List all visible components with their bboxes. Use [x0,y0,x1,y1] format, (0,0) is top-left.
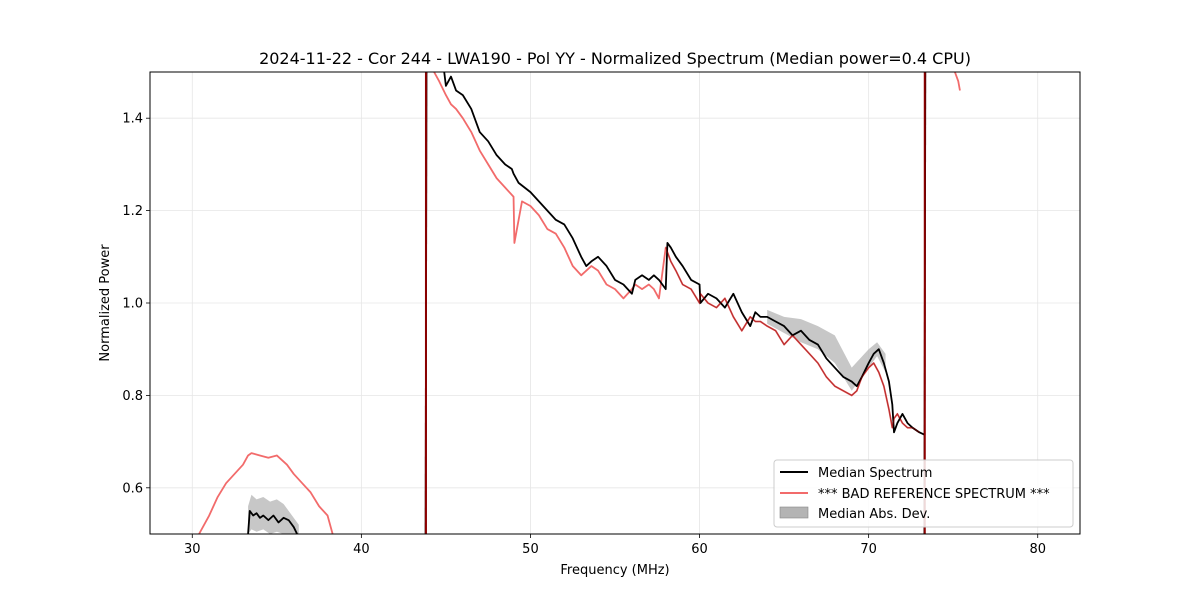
series-layer [198,72,961,534]
x-tick-label: 80 [1029,542,1046,557]
ticks: 30 40 50 60 70 80 0.6 0.8 1.0 1.2 1.4 [122,112,1046,557]
mad-band [248,494,299,534]
mad-band-layer [248,309,886,534]
x-tick-label: 40 [353,542,370,557]
legend-box [773,459,1074,528]
legend: Median Spectrum *** BAD REFERENCE SPECTR… [773,459,1074,528]
y-tick-label: 0.8 [122,389,143,404]
x-tick-label: 60 [691,542,708,557]
median-series-line [247,509,298,534]
chart-title: 2024-11-22 - Cor 244 - LWA190 - Pol YY -… [259,49,971,68]
legend-median-label: Median Spectrum [818,466,932,481]
median-series-line [443,72,925,436]
y-axis-label: Normalized Power [98,244,113,362]
x-tick-label: 50 [522,542,539,557]
legend-mad-swatch [779,506,809,519]
x-axis-label: Frequency (MHz) [560,563,669,578]
legend-reference-label: *** BAD REFERENCE SPECTRUM *** [818,487,1050,502]
overlap-series-line [665,247,920,433]
x-tick-label: 70 [860,542,877,557]
reference-series-line [198,452,334,534]
mad-band [767,309,886,391]
y-tick-label: 0.6 [122,481,143,496]
x-tick-label: 30 [184,542,201,557]
y-tick-label: 1.2 [122,204,143,219]
y-tick-label: 1.4 [122,112,143,127]
y-tick-label: 1.0 [122,297,143,312]
legend-mad-label: Median Abs. Dev. [818,507,930,522]
reference-series-line [954,72,961,91]
